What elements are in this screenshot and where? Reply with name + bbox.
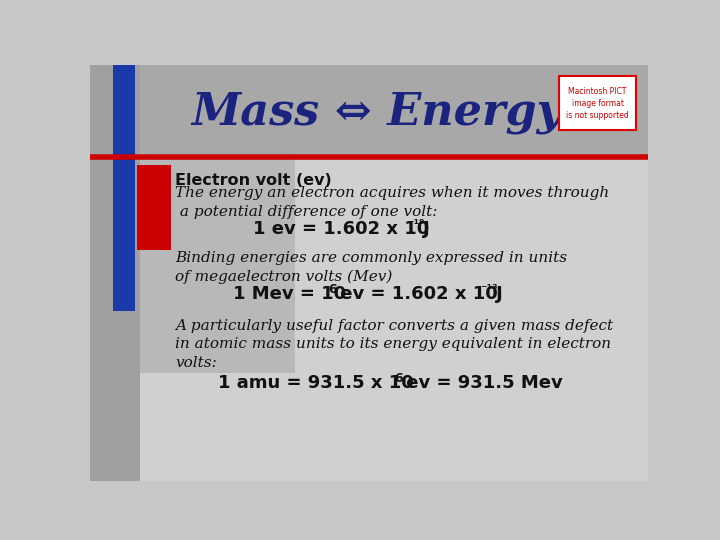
Text: A particularly useful factor converts a given mass defect
in atomic mass units t: A particularly useful factor converts a … [175,319,613,370]
Bar [140,157,295,373]
Bar [140,157,648,481]
Text: Macintosh PICT
image format
is not supported: Macintosh PICT image format is not suppo… [566,87,629,119]
Bar [113,65,135,311]
Text: ev = 1.602 x 10: ev = 1.602 x 10 [334,285,498,303]
Text: The energy an electron acquires when it moves through
 a potential difference of: The energy an electron acquires when it … [175,186,610,219]
Text: Mass ⇔ Energy: Mass ⇔ Energy [191,91,562,134]
Text: 6: 6 [394,372,402,385]
Bar [90,65,140,481]
Bar [137,165,171,249]
Text: 1 Mev = 10: 1 Mev = 10 [233,285,346,303]
Text: J: J [423,220,430,238]
Text: ⁻¹³: ⁻¹³ [480,283,498,296]
Bar [90,65,648,157]
Text: 6: 6 [328,283,336,296]
Text: ev = 931.5 Mev: ev = 931.5 Mev [400,374,563,393]
Bar [559,76,636,130]
Text: 1 ev = 1.602 x 10: 1 ev = 1.602 x 10 [253,220,429,238]
Text: J: J [496,285,503,303]
Text: 1 amu = 931.5 x 10: 1 amu = 931.5 x 10 [218,374,413,393]
Text: ⁻¹⁹: ⁻¹⁹ [407,218,425,231]
Text: Electron volt (ev): Electron volt (ev) [175,173,332,187]
Text: Binding energies are commonly expressed in units
of megaelectron volts (Mev): Binding energies are commonly expressed … [175,251,567,284]
